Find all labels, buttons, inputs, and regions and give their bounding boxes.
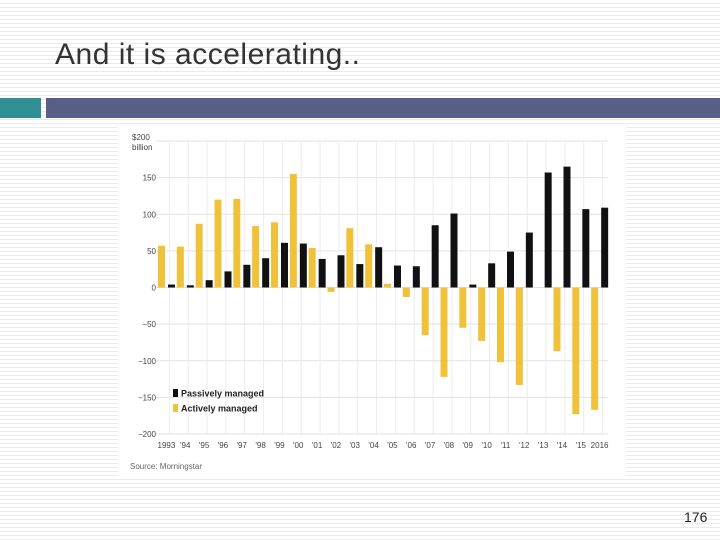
bar-actively-managed xyxy=(176,246,184,288)
bar-passively-managed xyxy=(281,242,288,288)
bar-passively-managed xyxy=(469,284,477,288)
bar-actively-managed xyxy=(440,287,448,377)
x-tick-label: '04 xyxy=(368,441,379,450)
bar-passively-managed xyxy=(186,285,194,288)
bar-passively-managed xyxy=(563,166,571,288)
bar-actively-managed xyxy=(346,228,354,288)
x-tick-label: '01 xyxy=(312,441,323,450)
x-tick-label: '02 xyxy=(331,441,342,450)
bar-passively-managed xyxy=(525,232,533,288)
bar-passively-managed xyxy=(375,247,383,288)
bar-actively-managed xyxy=(384,283,391,288)
x-tick-label: '96 xyxy=(218,441,229,450)
x-tick-label: '98 xyxy=(255,441,266,450)
x-tick-label: '08 xyxy=(444,441,455,450)
bar-actively-managed xyxy=(233,198,241,288)
bar-passively-managed xyxy=(356,264,364,288)
y-unit-top-label: $200 xyxy=(132,133,150,142)
bar-passively-managed xyxy=(601,207,609,288)
x-tick-label: '05 xyxy=(387,441,398,450)
x-tick-label: '99 xyxy=(274,441,285,450)
bar-passively-managed xyxy=(582,209,590,288)
x-tick-label: '06 xyxy=(406,441,417,450)
y-tick-label: −100 xyxy=(138,357,157,366)
x-tick-label: '00 xyxy=(293,441,304,450)
legend-swatch-active xyxy=(173,404,178,412)
x-tick-labels: 1993 '94 '95 '96 '97 '98 '99 '00 '01 '02 '03 '04 '05… xyxy=(158,441,610,450)
y-unit-sub-label: billion xyxy=(132,143,152,152)
accent-bar-slate xyxy=(46,98,720,118)
bar-actively-managed xyxy=(308,247,316,288)
y-tick-label: −50 xyxy=(142,320,156,329)
bar-actively-managed xyxy=(289,173,297,288)
y-tick-label: −150 xyxy=(138,393,157,402)
chart-bars xyxy=(158,166,609,415)
bar-passively-managed xyxy=(450,213,458,288)
x-tick-label: 1993 xyxy=(158,441,176,450)
bar-passively-managed xyxy=(394,265,401,288)
bar-actively-managed xyxy=(591,287,599,410)
x-tick-label: '14 xyxy=(557,441,568,450)
bar-actively-managed xyxy=(402,287,410,298)
x-tick-label: '03 xyxy=(350,441,361,450)
y-tick-label: 0 xyxy=(152,284,157,293)
bar-actively-managed xyxy=(271,222,278,288)
page-number: 176 xyxy=(684,509,708,525)
bar-actively-managed xyxy=(158,245,165,288)
bar-passively-managed xyxy=(337,255,345,288)
y-tick-label: −200 xyxy=(138,430,157,439)
bar-passively-managed xyxy=(412,266,420,288)
bar-actively-managed xyxy=(478,287,486,341)
x-tick-label: 2016 xyxy=(591,441,609,450)
slide-title: And it is accelerating.. xyxy=(55,38,361,71)
bar-actively-managed xyxy=(497,287,504,363)
x-tick-label: '09 xyxy=(463,441,474,450)
x-tick-label: '95 xyxy=(199,441,210,450)
bar-passively-managed xyxy=(262,258,270,288)
x-tick-label: '07 xyxy=(425,441,436,450)
bar-actively-managed xyxy=(572,287,580,415)
bar-passively-managed xyxy=(224,271,232,288)
x-tick-label: '15 xyxy=(576,441,587,450)
chart-legend: Passively managed Actively managed xyxy=(173,389,264,414)
bar-actively-managed xyxy=(515,287,523,385)
fund-flows-chart: 150 100 50 0 −50 −100 −150 −200 1993 '94 '95 '96 '9… xyxy=(130,133,610,471)
bar-actively-managed xyxy=(195,223,203,288)
bar-passively-managed xyxy=(168,284,175,288)
bar-passively-managed xyxy=(544,172,552,288)
bar-passively-managed xyxy=(431,225,439,288)
y-tick-label: 50 xyxy=(147,247,156,256)
bar-passively-managed xyxy=(205,280,213,288)
bar-passively-managed xyxy=(488,263,496,288)
accent-bar-teal xyxy=(0,98,41,118)
x-tick-label: '13 xyxy=(538,441,549,450)
legend-label-passive: Passively managed xyxy=(181,389,264,399)
x-tick-label: '94 xyxy=(180,441,191,450)
legend-swatch-passive xyxy=(173,389,178,397)
chart-card: 150 100 50 0 −50 −100 −150 −200 1993 '94 '95 '96 '9… xyxy=(118,125,626,477)
y-tick-labels: 150 100 50 0 −50 −100 −150 −200 xyxy=(138,174,157,439)
bar-passively-managed xyxy=(299,243,307,288)
bar-passively-managed xyxy=(318,258,326,288)
bar-actively-managed xyxy=(421,287,429,336)
x-tick-label: '12 xyxy=(519,441,530,450)
bar-actively-managed xyxy=(459,287,467,328)
bar-actively-managed xyxy=(252,225,260,288)
y-tick-label: 150 xyxy=(143,174,157,183)
bar-actively-managed xyxy=(327,287,335,292)
bar-actively-managed xyxy=(214,199,222,288)
bar-passively-managed xyxy=(507,251,514,288)
bar-actively-managed xyxy=(365,244,373,288)
bar-passively-managed xyxy=(243,264,251,288)
x-tick-label: '97 xyxy=(237,441,248,450)
y-tick-label: 100 xyxy=(143,210,157,219)
x-tick-label: '11 xyxy=(500,441,510,450)
x-tick-label: '10 xyxy=(481,441,492,450)
chart-source: Source: Morningstar xyxy=(130,462,202,471)
bar-actively-managed xyxy=(553,287,561,352)
legend-label-active: Actively managed xyxy=(181,404,258,414)
